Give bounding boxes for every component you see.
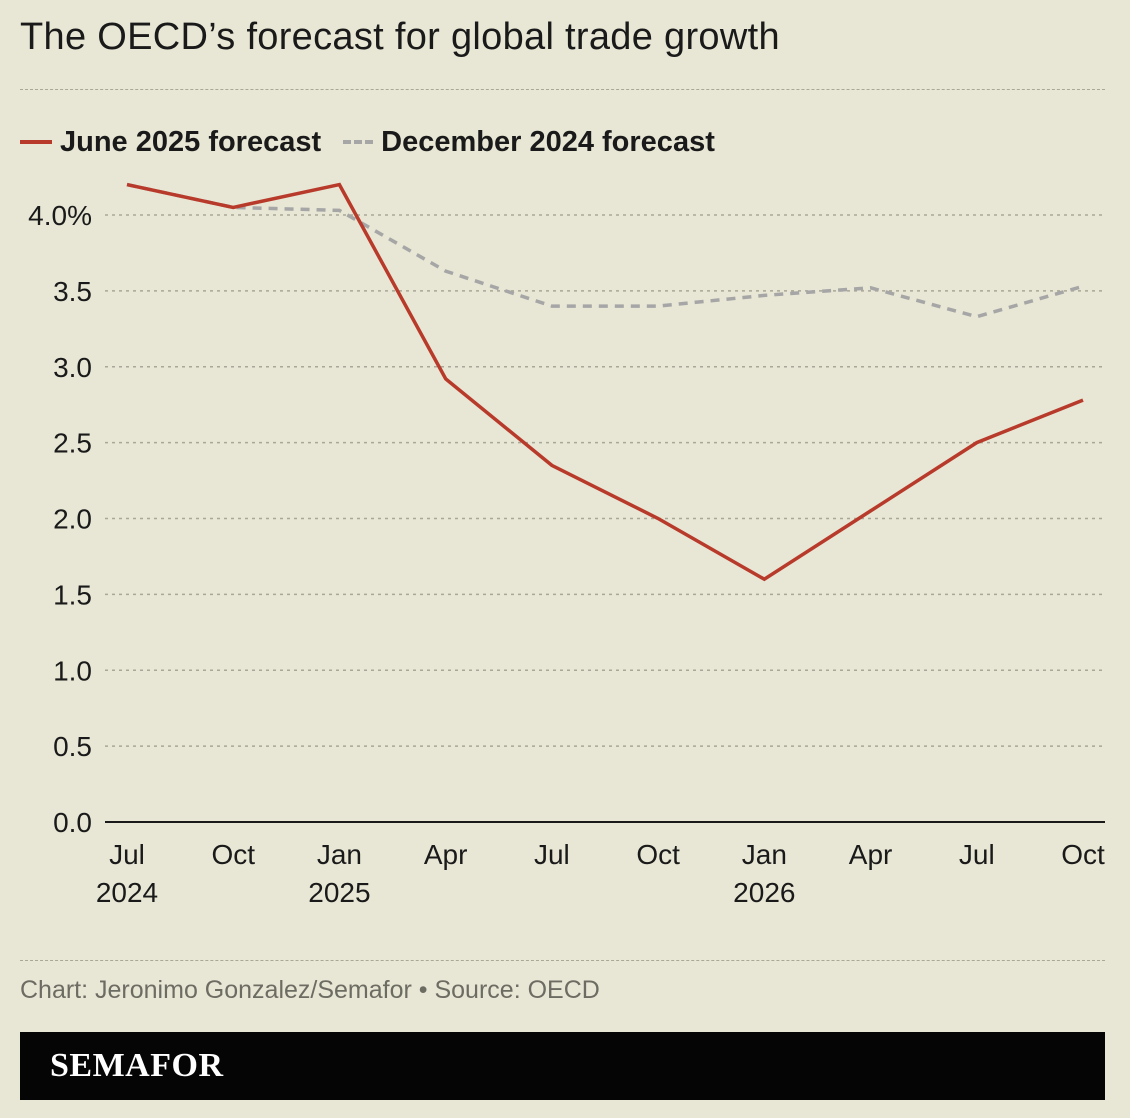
x-tick-label: Jul: [534, 839, 570, 870]
legend-label-june: June 2025 forecast: [60, 125, 322, 158]
y-tick-label: 3.0: [53, 352, 92, 383]
y-tick-label: 2.5: [53, 428, 92, 459]
series-lines: [126, 182, 1084, 582]
x-tick-label: Apr: [849, 839, 893, 870]
series-line-december-2024: [126, 182, 1084, 319]
y-tick-label: 3.5: [53, 276, 92, 307]
brand-logo: SEMAFOR: [50, 1047, 224, 1084]
legend-item-december: December 2024 forecast: [343, 126, 715, 159]
y-tick-label: 0.0: [53, 807, 92, 838]
series-line-june-2025: [126, 182, 1084, 582]
x-tick-label: Oct: [1061, 839, 1105, 870]
x-tick-year-label: 2025: [308, 877, 370, 908]
legend-label-december: December 2024 forecast: [381, 125, 715, 158]
x-tick-year-label: 2024: [96, 877, 158, 908]
y-tick-label: 2.0: [53, 504, 92, 535]
y-tick-label: 1.5: [53, 579, 92, 610]
y-tick-label: 4.0%: [28, 200, 92, 231]
x-tick-year-label: 2026: [733, 877, 795, 908]
legend-item-june: June 2025 forecast: [20, 126, 321, 159]
y-tick-label: 0.5: [53, 731, 92, 762]
legend-swatch-december: [343, 140, 374, 144]
chart-credit: Chart: Jeronimo Gonzalez/Semafor • Sourc…: [20, 976, 600, 1004]
x-tick-label: Jul: [959, 839, 995, 870]
top-divider: [20, 89, 1105, 90]
chart-title: The OECD’s forecast for global trade gro…: [20, 16, 780, 58]
y-tick-label: 1.0: [53, 655, 92, 686]
x-tick-label: Oct: [636, 839, 680, 870]
grid-lines: [105, 214, 1105, 747]
axes: 0.0 0.5 1.0 1.5 2.0 2.5 3.0 3.5 4.0% Jul 2024 Oct Ja…: [28, 200, 1105, 908]
x-tick-label: Jul: [109, 839, 145, 870]
brand-bar: SEMAFOR: [20, 1032, 1105, 1100]
x-tick-label: Apr: [424, 839, 468, 870]
line-chart: 0.0 0.5 1.0 1.5 2.0 2.5 3.0 3.5 4.0% Jul 2024 Oct Ja…: [28, 182, 1105, 908]
legend-swatch-june: [20, 140, 52, 144]
x-tick-label: Jan: [317, 839, 362, 870]
x-tick-label: Jan: [742, 839, 787, 870]
x-tick-label: Oct: [211, 839, 255, 870]
legend: June 2025 forecast December 2024 forecas…: [20, 122, 737, 162]
bottom-divider: [20, 960, 1105, 961]
